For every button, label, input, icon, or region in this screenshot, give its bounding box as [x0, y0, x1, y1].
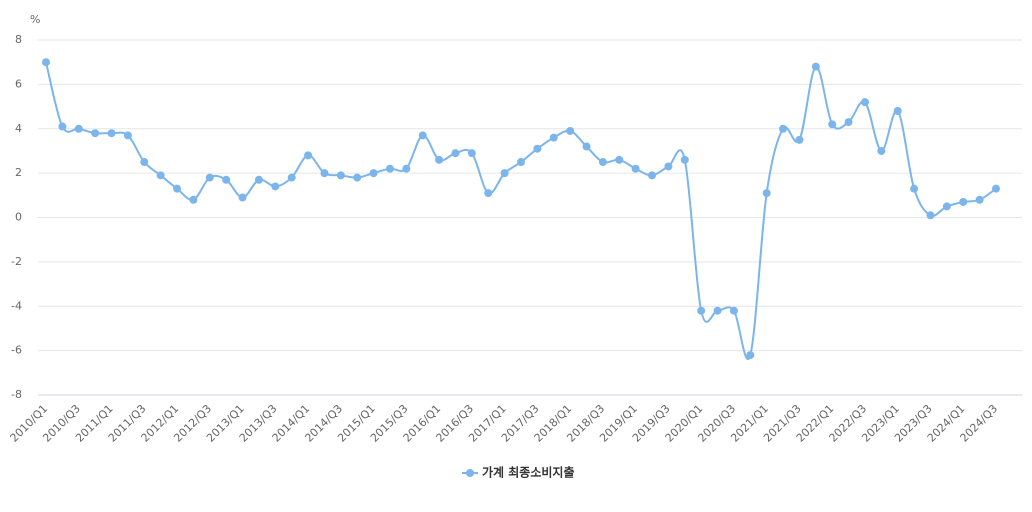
point [435, 155, 444, 164]
point [795, 135, 804, 144]
point [844, 118, 853, 127]
point [418, 131, 427, 140]
point [975, 195, 984, 204]
point [402, 164, 411, 173]
y-tick-label: -4 [11, 299, 22, 312]
point [238, 193, 247, 202]
y-tick-label: 0 [15, 211, 22, 224]
point [615, 155, 624, 164]
legend-marker [466, 469, 474, 477]
y-tick-label: -2 [11, 255, 22, 268]
point [631, 164, 640, 173]
point [729, 306, 738, 315]
point [517, 158, 525, 167]
point [107, 129, 116, 138]
point [58, 122, 67, 131]
point [648, 171, 657, 180]
point [582, 142, 591, 151]
y-tick-label: 2 [15, 166, 22, 179]
point [189, 195, 198, 204]
point [959, 197, 968, 206]
point [942, 202, 951, 211]
point [91, 129, 100, 138]
point [877, 146, 886, 155]
point [811, 62, 820, 71]
point [533, 144, 542, 153]
point [828, 120, 837, 129]
point [304, 151, 313, 160]
point [451, 149, 460, 158]
point [320, 169, 329, 178]
point [74, 124, 83, 133]
point [598, 158, 607, 167]
point [680, 155, 689, 164]
y-unit: % [30, 13, 40, 26]
point [697, 306, 706, 315]
point [222, 175, 231, 184]
point [893, 107, 902, 115]
y-tick-label: 8 [15, 33, 22, 46]
point [762, 189, 771, 198]
point [353, 173, 362, 182]
point [369, 169, 378, 178]
point [336, 171, 345, 180]
point [713, 306, 722, 315]
point [746, 351, 755, 360]
point [205, 173, 214, 182]
y-tick-label: 4 [15, 122, 22, 135]
point [566, 126, 575, 135]
point [910, 184, 919, 193]
point [779, 124, 788, 133]
y-tick-label: 6 [15, 77, 22, 90]
point [926, 211, 935, 220]
point [156, 171, 165, 180]
y-tick-label: -8 [11, 388, 22, 401]
point [42, 58, 50, 67]
point [385, 164, 394, 173]
point [992, 184, 1000, 193]
point [287, 173, 296, 182]
legend-label: 가계 최종소비지출 [482, 465, 575, 480]
point [140, 158, 149, 167]
point [484, 189, 493, 198]
point [123, 131, 132, 140]
y-tick-label: -6 [11, 344, 22, 357]
point [467, 149, 476, 158]
point [664, 162, 673, 171]
point [271, 182, 280, 191]
point [173, 184, 182, 193]
point [860, 98, 869, 107]
line [45, 61, 997, 360]
point [254, 175, 263, 184]
point [500, 169, 509, 178]
point [549, 133, 558, 142]
